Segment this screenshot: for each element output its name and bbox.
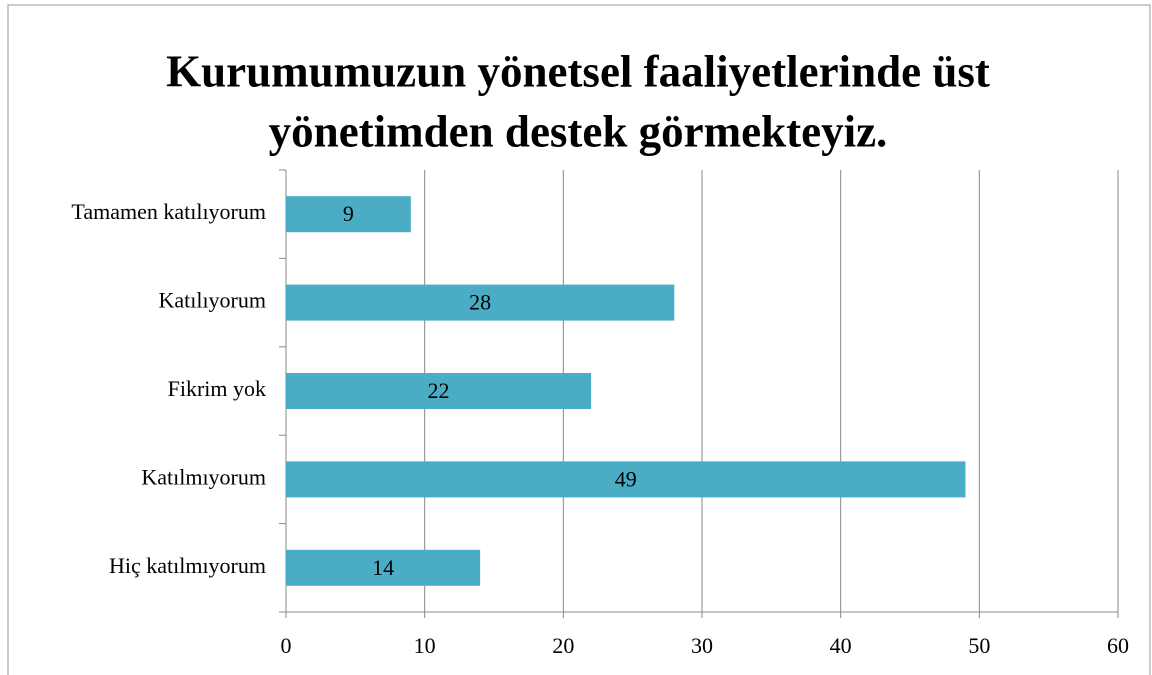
data-label: 9 bbox=[343, 201, 354, 226]
x-tick-label: 40 bbox=[830, 633, 852, 658]
chart-frame bbox=[7, 4, 1151, 675]
chart-title: yönetimden destek görmekteyiz. bbox=[269, 106, 888, 156]
bar bbox=[286, 549, 481, 586]
bar bbox=[286, 461, 966, 498]
bar bbox=[286, 373, 592, 409]
data-label: 14 bbox=[372, 555, 394, 580]
y-tick-label: Tamamen katılıyorum bbox=[71, 199, 266, 224]
y-tick-label: Katılmıyorum bbox=[141, 464, 266, 489]
bar bbox=[286, 284, 675, 321]
x-tick-label: 30 bbox=[691, 633, 713, 658]
x-tick-label: 20 bbox=[552, 633, 574, 658]
x-tick-label: 0 bbox=[281, 633, 292, 658]
y-tick-label: Hiç katılmıyorum bbox=[109, 553, 266, 578]
bar bbox=[286, 196, 411, 233]
y-tick-label: Fikrim yok bbox=[168, 376, 266, 401]
y-tick-label: Katılıyorum bbox=[158, 288, 266, 313]
data-label: 49 bbox=[615, 466, 637, 491]
x-tick-label: 60 bbox=[1107, 633, 1129, 658]
data-label: 28 bbox=[469, 290, 491, 315]
data-label: 22 bbox=[428, 378, 450, 403]
x-tick-label: 10 bbox=[414, 633, 436, 658]
chart-title: Kurumumuzun yönetsel faaliyetlerinde üst bbox=[166, 46, 990, 96]
x-tick-label: 50 bbox=[968, 633, 990, 658]
